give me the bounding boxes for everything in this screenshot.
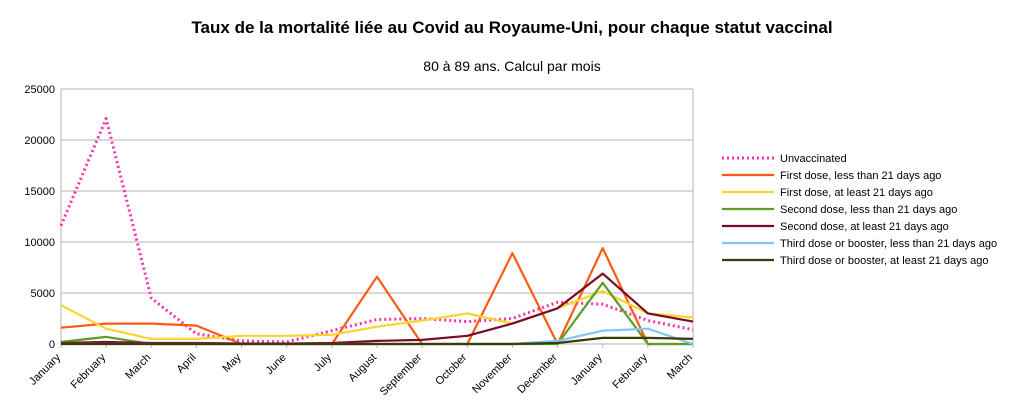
chart-title: Taux de la mortalité liée au Covid au Ro… [191,18,833,37]
legend-label-3: Second dose, less than 21 days ago [780,204,957,216]
x-tick-label: September [378,351,425,398]
y-tick-label: 10000 [24,237,55,249]
y-tick-label: 0 [49,339,55,351]
x-tick-label: January [27,351,64,388]
x-tick-label: June [263,352,288,377]
x-tick-label: July [312,351,335,374]
x-tick-label: November [470,351,515,396]
series-line-4 [60,272,694,345]
series-line-6 [61,336,694,346]
legend-label-4: Second dose, at least 21 days ago [780,221,949,233]
x-tick-label: March [665,352,695,382]
legend-label-2: First dose, at least 21 days ago [780,187,933,199]
x-tick-label: May [221,351,245,375]
legend-label-0: Unvaccinated [780,153,847,165]
series-line-1 [60,247,693,346]
series-line-2 [60,289,694,340]
y-tick-label: 25000 [24,84,55,96]
x-tick-label: April [174,352,198,376]
chart-subtitle: 80 à 89 ans. Calcul par mois [423,58,601,74]
legend-label-1: First dose, less than 21 days ago [780,170,941,182]
y-tick-label: 20000 [24,135,55,147]
x-tick-label: February [69,351,109,391]
legend-label-6: Third dose or booster, at least 21 days … [780,255,989,267]
y-tick-label: 15000 [24,186,55,198]
series-line-0 [59,117,694,344]
x-tick-label: February [610,351,650,391]
legend-label-5: Third dose or booster, less than 21 days… [780,238,997,250]
x-tick-label: August [346,352,379,385]
x-tick-label: January [569,351,606,388]
x-tick-label: March [123,352,153,382]
x-tick-label: December [515,351,560,396]
y-tick-label: 5000 [31,288,55,300]
x-tick-label: October [433,351,469,387]
